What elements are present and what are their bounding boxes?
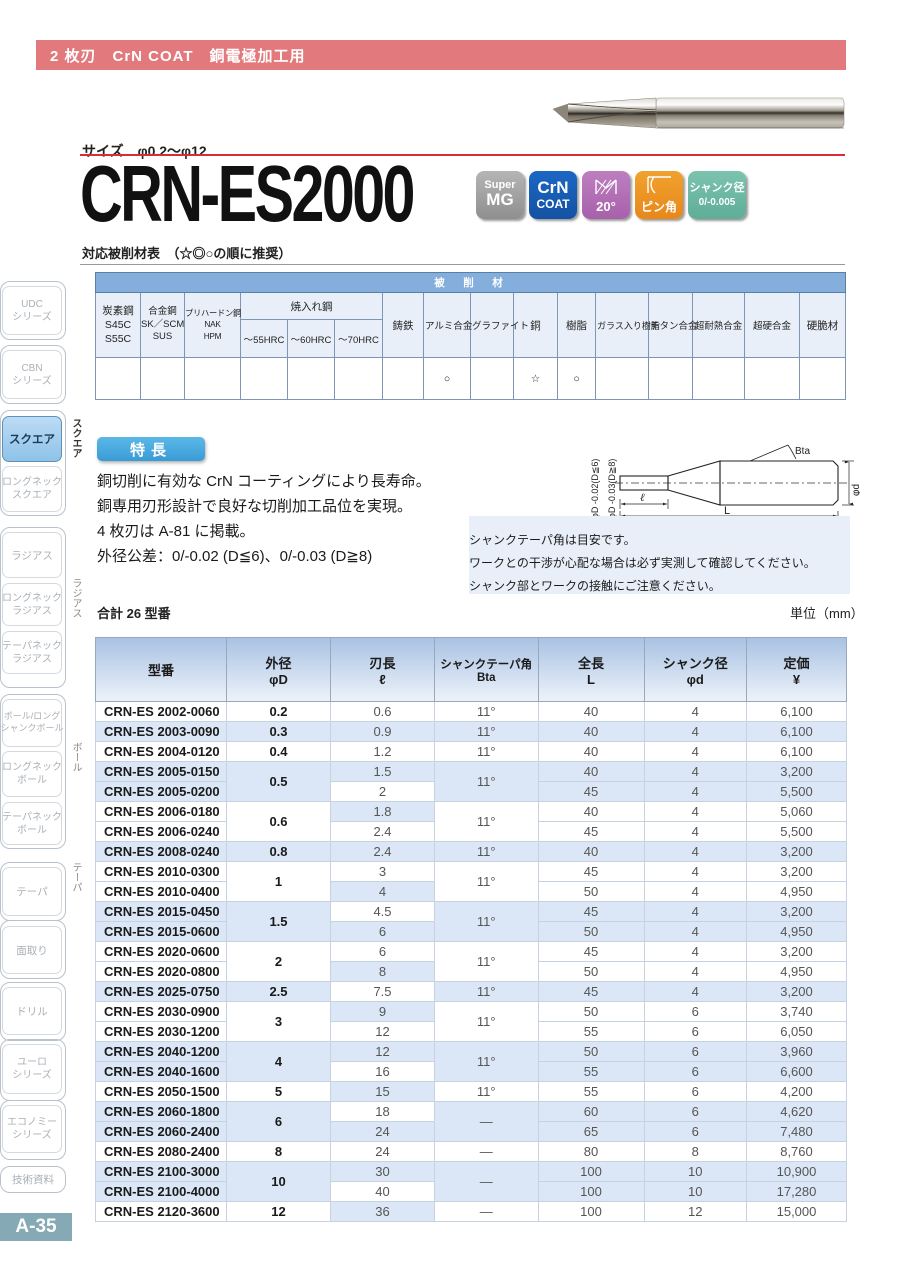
svg-text:Bta: Bta xyxy=(795,446,810,457)
svg-text:ℓ: ℓ xyxy=(640,492,645,504)
svg-text:φd: φd xyxy=(851,484,860,496)
